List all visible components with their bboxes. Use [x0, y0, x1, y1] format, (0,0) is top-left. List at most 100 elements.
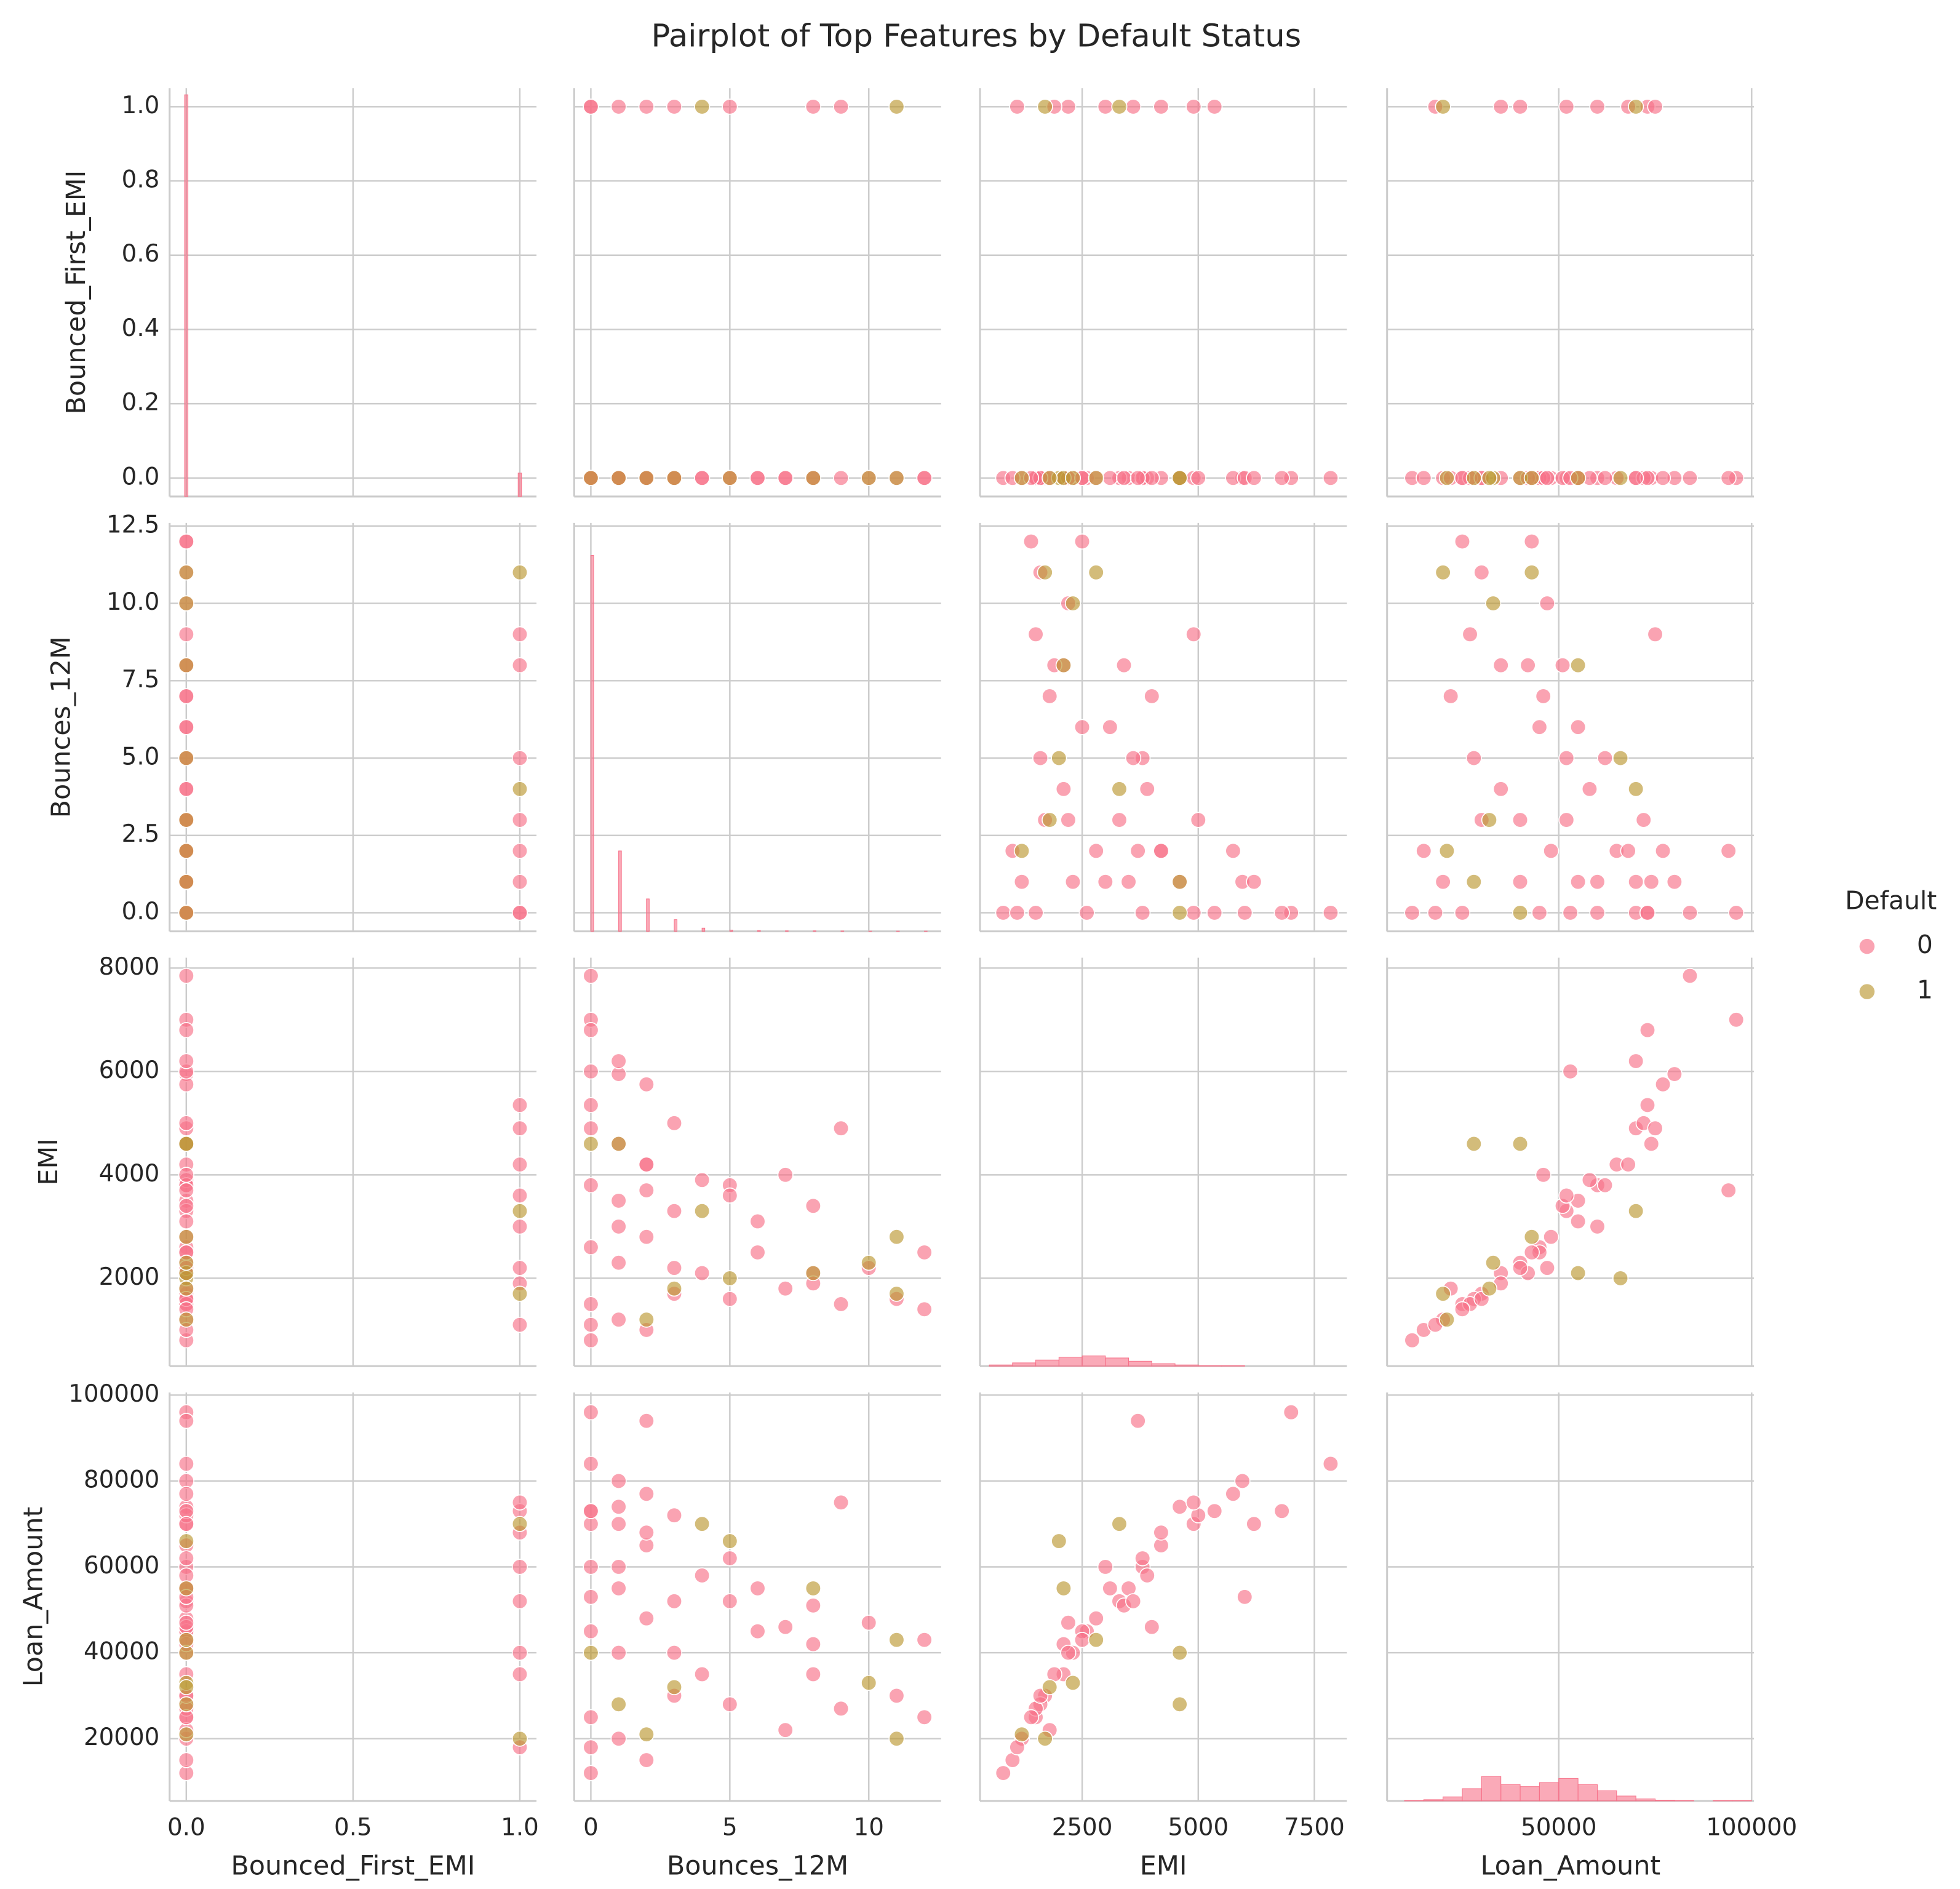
point	[1524, 471, 1540, 486]
point	[611, 471, 626, 486]
point	[179, 1516, 194, 1532]
point	[834, 1296, 849, 1312]
point	[1121, 874, 1136, 890]
point	[512, 1204, 528, 1219]
y-tick-label: 10.0	[106, 588, 159, 616]
point	[861, 471, 877, 486]
point	[1135, 1551, 1150, 1566]
point	[1613, 471, 1628, 486]
point	[750, 471, 765, 486]
point	[861, 1675, 877, 1691]
point	[512, 1286, 528, 1301]
panel	[980, 88, 1347, 497]
point	[750, 1624, 765, 1639]
point	[1235, 1474, 1250, 1489]
point	[722, 1533, 738, 1549]
hist-bar	[619, 851, 622, 932]
point	[695, 1173, 710, 1188]
point	[1066, 596, 1081, 611]
point	[1246, 471, 1262, 486]
point	[667, 1204, 682, 1219]
point	[1563, 1064, 1578, 1079]
point	[611, 1193, 626, 1208]
point	[1524, 534, 1540, 549]
point	[1051, 1533, 1067, 1549]
hist-bar	[1424, 1800, 1443, 1801]
point	[1520, 658, 1536, 673]
point	[1644, 874, 1659, 890]
point	[639, 1157, 655, 1172]
point	[179, 1199, 194, 1214]
point	[179, 689, 194, 704]
point	[583, 1136, 599, 1152]
point	[1559, 1188, 1574, 1204]
point	[834, 471, 849, 486]
point	[1524, 1229, 1540, 1245]
point	[750, 1214, 765, 1229]
point	[1014, 874, 1030, 890]
point	[1435, 99, 1451, 114]
point	[512, 627, 528, 642]
point	[722, 1697, 738, 1712]
hist-bar	[1675, 1800, 1694, 1801]
panel	[980, 1392, 1347, 1801]
point	[1172, 471, 1187, 486]
point	[1721, 1183, 1736, 1198]
y-tick-label: 0.2	[122, 389, 160, 417]
point	[1404, 905, 1420, 921]
point	[1513, 905, 1528, 921]
point	[1088, 844, 1104, 859]
point	[1117, 658, 1132, 673]
point	[778, 1281, 793, 1296]
panel	[170, 1392, 536, 1801]
point	[1056, 658, 1072, 673]
point	[1467, 1136, 1482, 1152]
point	[1544, 1229, 1559, 1245]
point	[778, 1722, 793, 1738]
point	[179, 719, 194, 735]
point	[1513, 99, 1528, 114]
legend-label: 1	[1917, 975, 1933, 1005]
point	[889, 1286, 904, 1301]
point	[1462, 627, 1478, 642]
point	[1130, 844, 1145, 859]
point	[512, 781, 528, 797]
hist-bar	[1617, 1796, 1636, 1801]
point	[179, 1615, 194, 1631]
point	[806, 99, 821, 114]
point	[917, 471, 932, 486]
hist-bar	[1655, 1800, 1675, 1801]
point	[179, 905, 194, 921]
point	[1066, 874, 1081, 890]
point	[995, 1765, 1011, 1781]
point	[1683, 968, 1698, 984]
hist-bar	[786, 931, 789, 932]
point	[1037, 565, 1053, 580]
point	[1486, 596, 1501, 611]
point	[179, 1680, 194, 1695]
point	[722, 1271, 738, 1286]
point	[583, 1710, 599, 1725]
point	[1559, 812, 1574, 828]
point	[583, 1405, 599, 1420]
x-axis-label: Bounced_First_EMI	[231, 1851, 475, 1882]
point	[1613, 1271, 1628, 1286]
point	[179, 1413, 194, 1429]
point	[1513, 812, 1528, 828]
point	[1033, 751, 1048, 766]
y-tick-label: 20000	[84, 1723, 159, 1751]
point	[639, 1312, 655, 1327]
point	[1536, 689, 1551, 704]
point	[1524, 565, 1540, 580]
y-tick-label: 0.6	[122, 240, 160, 268]
point	[1540, 471, 1555, 486]
point	[1647, 1120, 1663, 1136]
panel	[1387, 88, 1754, 497]
point	[512, 1120, 528, 1136]
hist-bar	[1578, 1784, 1597, 1801]
point	[1474, 565, 1489, 580]
point	[1024, 1710, 1039, 1725]
point	[179, 781, 194, 797]
point	[1014, 471, 1030, 486]
point	[667, 1116, 682, 1131]
